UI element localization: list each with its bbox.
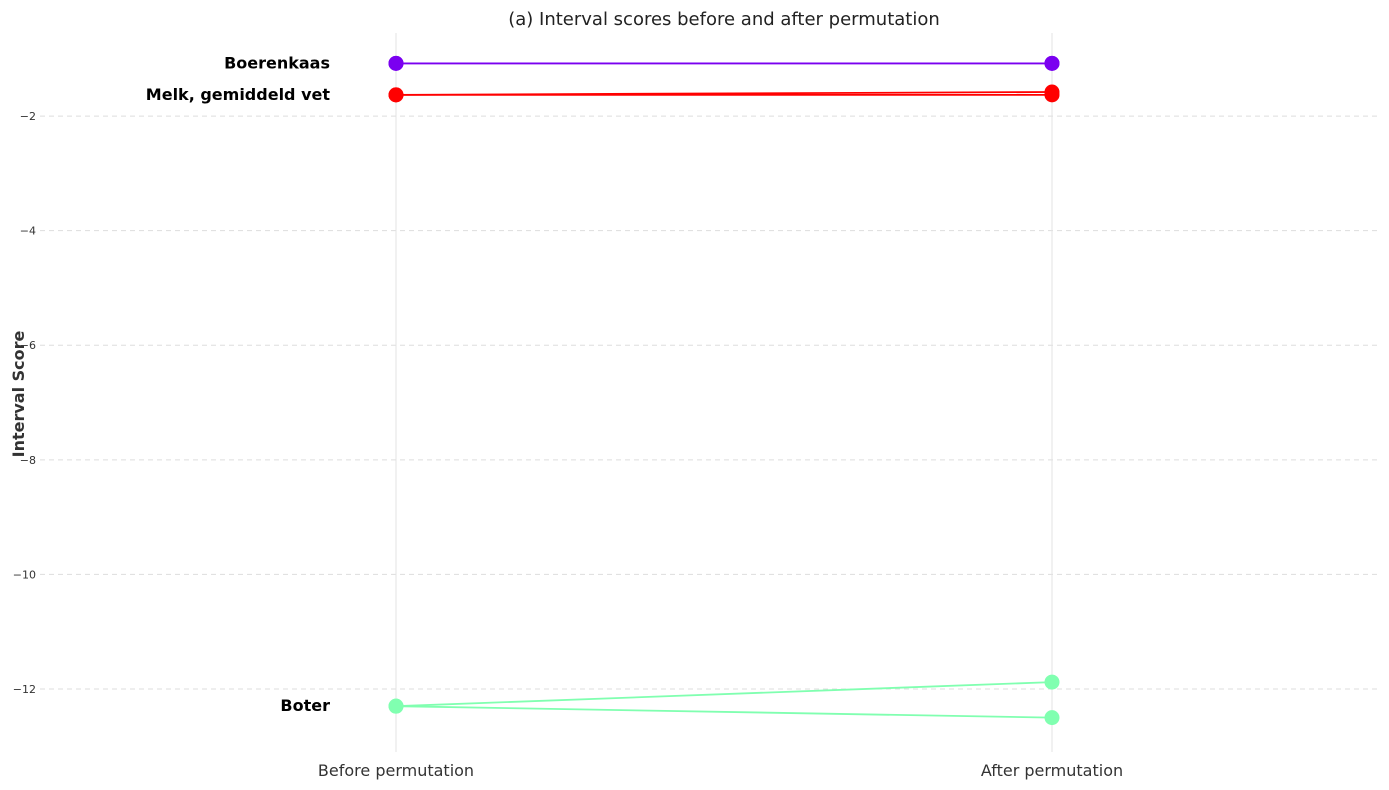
data-point [1044, 674, 1060, 690]
x-tick-label: Before permutation [318, 761, 474, 780]
product-label: Boter [280, 696, 330, 715]
data-points [388, 55, 1060, 726]
y-tick-label: −2 [20, 110, 36, 123]
y-tick-label: −6 [20, 339, 36, 352]
data-point [1044, 55, 1060, 71]
series-line [395, 681, 1053, 708]
y-tick-label: −12 [13, 683, 36, 696]
data-point [1044, 710, 1060, 726]
data-point [1044, 87, 1060, 103]
series-line [395, 705, 1053, 719]
data-point [388, 698, 404, 714]
x-tick-label: After permutation [981, 761, 1123, 780]
product-label: Boerenkaas [224, 53, 330, 72]
chart-title: (a) Interval scores before and after per… [508, 9, 940, 30]
product-labels: Boerenkaas Melk, gemiddeld vet Boter [146, 53, 331, 715]
data-point [388, 87, 404, 103]
series-lines [395, 62, 1053, 719]
x-tick-labels: Before permutation After permutation [318, 761, 1123, 780]
data-point [388, 55, 404, 71]
y-axis-label: Interval Score [9, 330, 28, 457]
y-tick-labels: −2 −4 −6 −8 −10 −12 [13, 110, 36, 696]
product-label: Melk, gemiddeld vet [146, 85, 331, 104]
y-tick-label: −10 [13, 568, 36, 581]
grid [40, 33, 1380, 752]
y-tick-label: −8 [20, 454, 36, 467]
y-tick-label: −4 [20, 225, 36, 238]
